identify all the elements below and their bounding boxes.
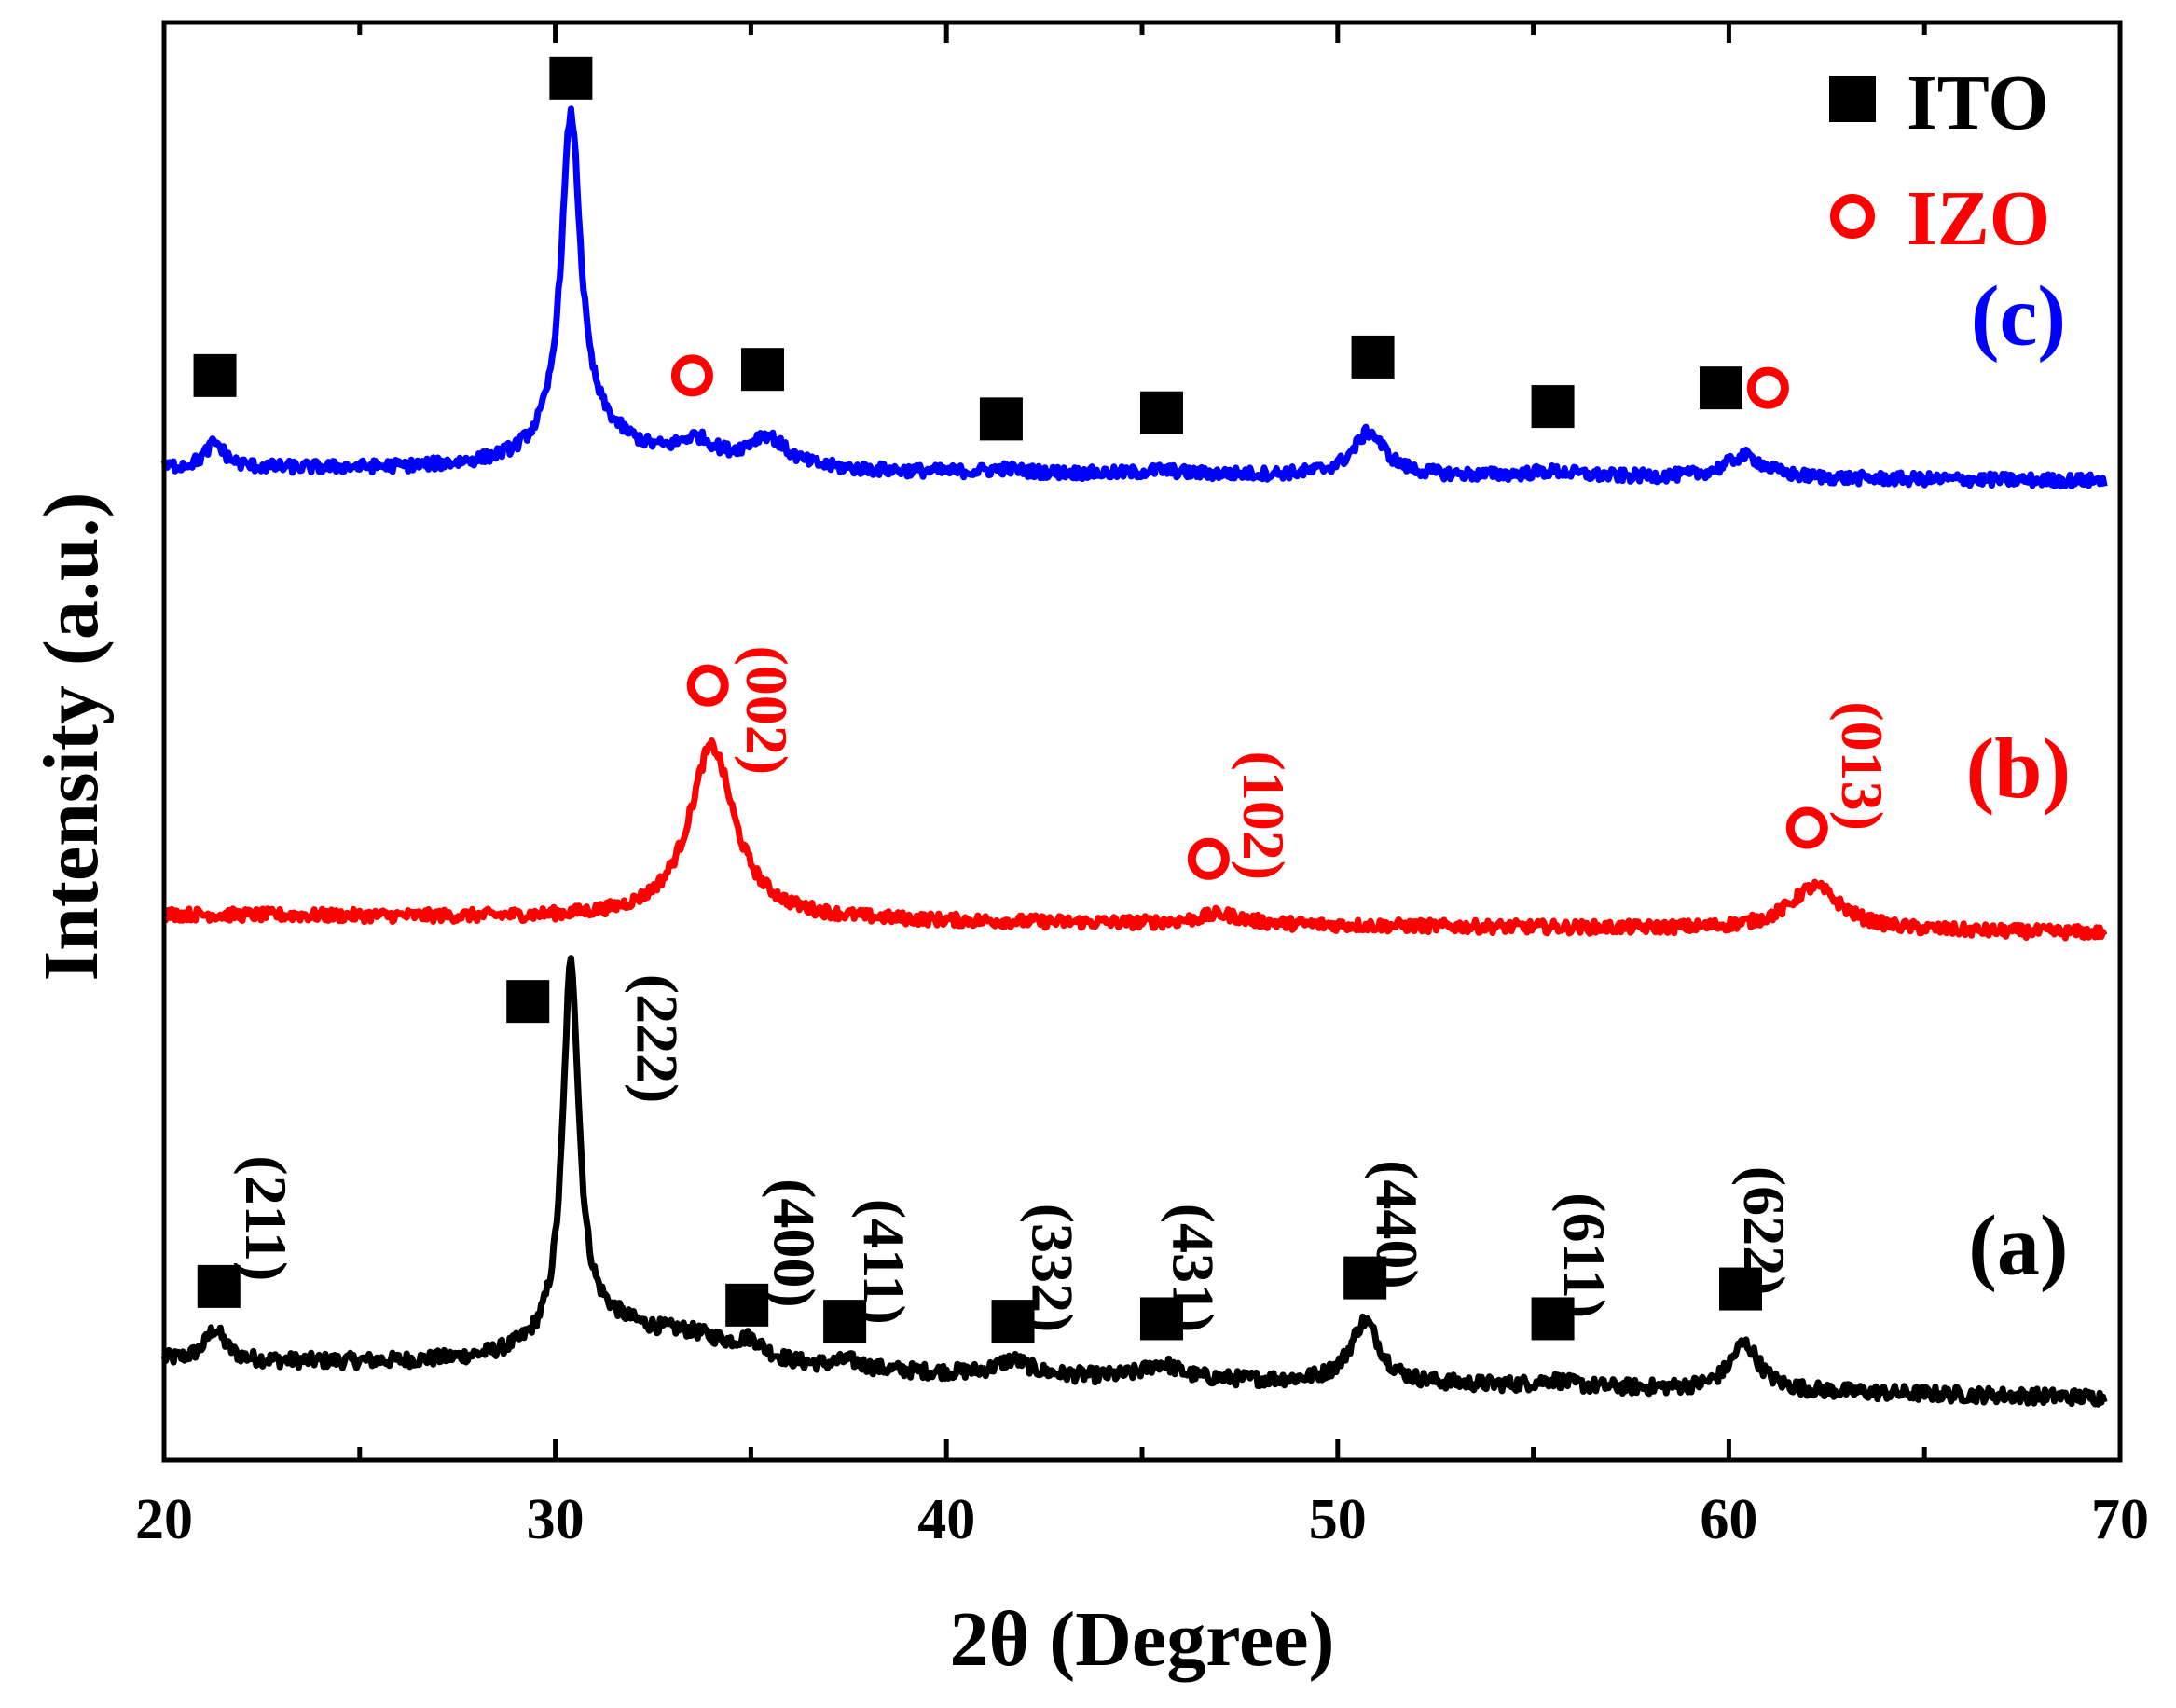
ito-marker — [1351, 335, 1395, 379]
ito-marker — [506, 980, 550, 1024]
annotation-layer: (211) (222) (400) (411) (332) (431) (440) (611)… — [233, 269, 2071, 1333]
peak-label: (622) — [1731, 1166, 1797, 1296]
series-label: (a) — [1968, 1198, 2068, 1293]
ito-marker — [1343, 1256, 1387, 1300]
marker-layer — [193, 56, 1828, 1343]
peak-label: (102) — [1231, 751, 1297, 880]
x-axis: 20 30 40 50 60 70 — [135, 22, 2149, 1551]
series-line-0 — [160, 955, 2108, 1408]
izo-marker — [670, 354, 713, 397]
x-tick-label: 50 — [1309, 1488, 1367, 1551]
peak-label: (211) — [233, 1155, 299, 1281]
ito-marker — [979, 397, 1023, 441]
izo-marker — [686, 664, 729, 707]
y-axis-label: Intensity (a.u.) — [28, 491, 115, 981]
series-label: (c) — [1971, 269, 2066, 364]
peak-label: (002) — [734, 645, 800, 775]
x-axis-label: 2θ (Degree) — [949, 1596, 1334, 1683]
x-tick-label: 30 — [527, 1488, 585, 1551]
legend-izo-marker — [1830, 194, 1875, 239]
ito-marker — [1718, 1267, 1762, 1311]
legend-ito-label: ITO — [1907, 60, 2049, 146]
series-layer — [160, 105, 2108, 1408]
ito-marker — [549, 56, 593, 100]
izo-marker — [1785, 806, 1828, 849]
ito-marker — [1139, 391, 1183, 434]
legend-izo-label: IZO — [1907, 175, 2050, 262]
ito-marker — [1700, 366, 1743, 410]
ito-marker — [193, 353, 237, 397]
ito-marker — [197, 1264, 241, 1308]
peak-label: (222) — [625, 974, 691, 1104]
ito-marker — [991, 1300, 1035, 1343]
legend: ITO IZO — [1829, 60, 2050, 262]
izo-marker — [1746, 366, 1789, 409]
ito-marker — [1531, 1297, 1575, 1341]
ito-marker — [740, 348, 784, 392]
legend-ito-marker — [1829, 76, 1876, 122]
series-label: (b) — [1966, 721, 2071, 816]
ito-marker — [1139, 1297, 1183, 1341]
ito-marker — [725, 1283, 769, 1327]
peak-label: (611) — [1551, 1192, 1618, 1318]
series-line-2 — [160, 105, 2108, 490]
peak-label: (332) — [1020, 1204, 1086, 1333]
peak-label: (431) — [1161, 1204, 1227, 1333]
peak-label: (400) — [762, 1178, 828, 1308]
peak-label: (013) — [1829, 701, 1895, 831]
peak-label: (411) — [851, 1199, 917, 1325]
peak-label: (440) — [1364, 1160, 1430, 1289]
ito-marker — [823, 1300, 867, 1343]
izo-marker — [1187, 837, 1230, 880]
x-tick-label: 20 — [135, 1488, 193, 1551]
x-tick-label: 60 — [1700, 1488, 1757, 1551]
series-line-1 — [162, 737, 2108, 942]
x-tick-label: 40 — [917, 1488, 975, 1551]
x-tick-label: 70 — [2091, 1488, 2149, 1551]
ito-marker — [1531, 385, 1575, 429]
